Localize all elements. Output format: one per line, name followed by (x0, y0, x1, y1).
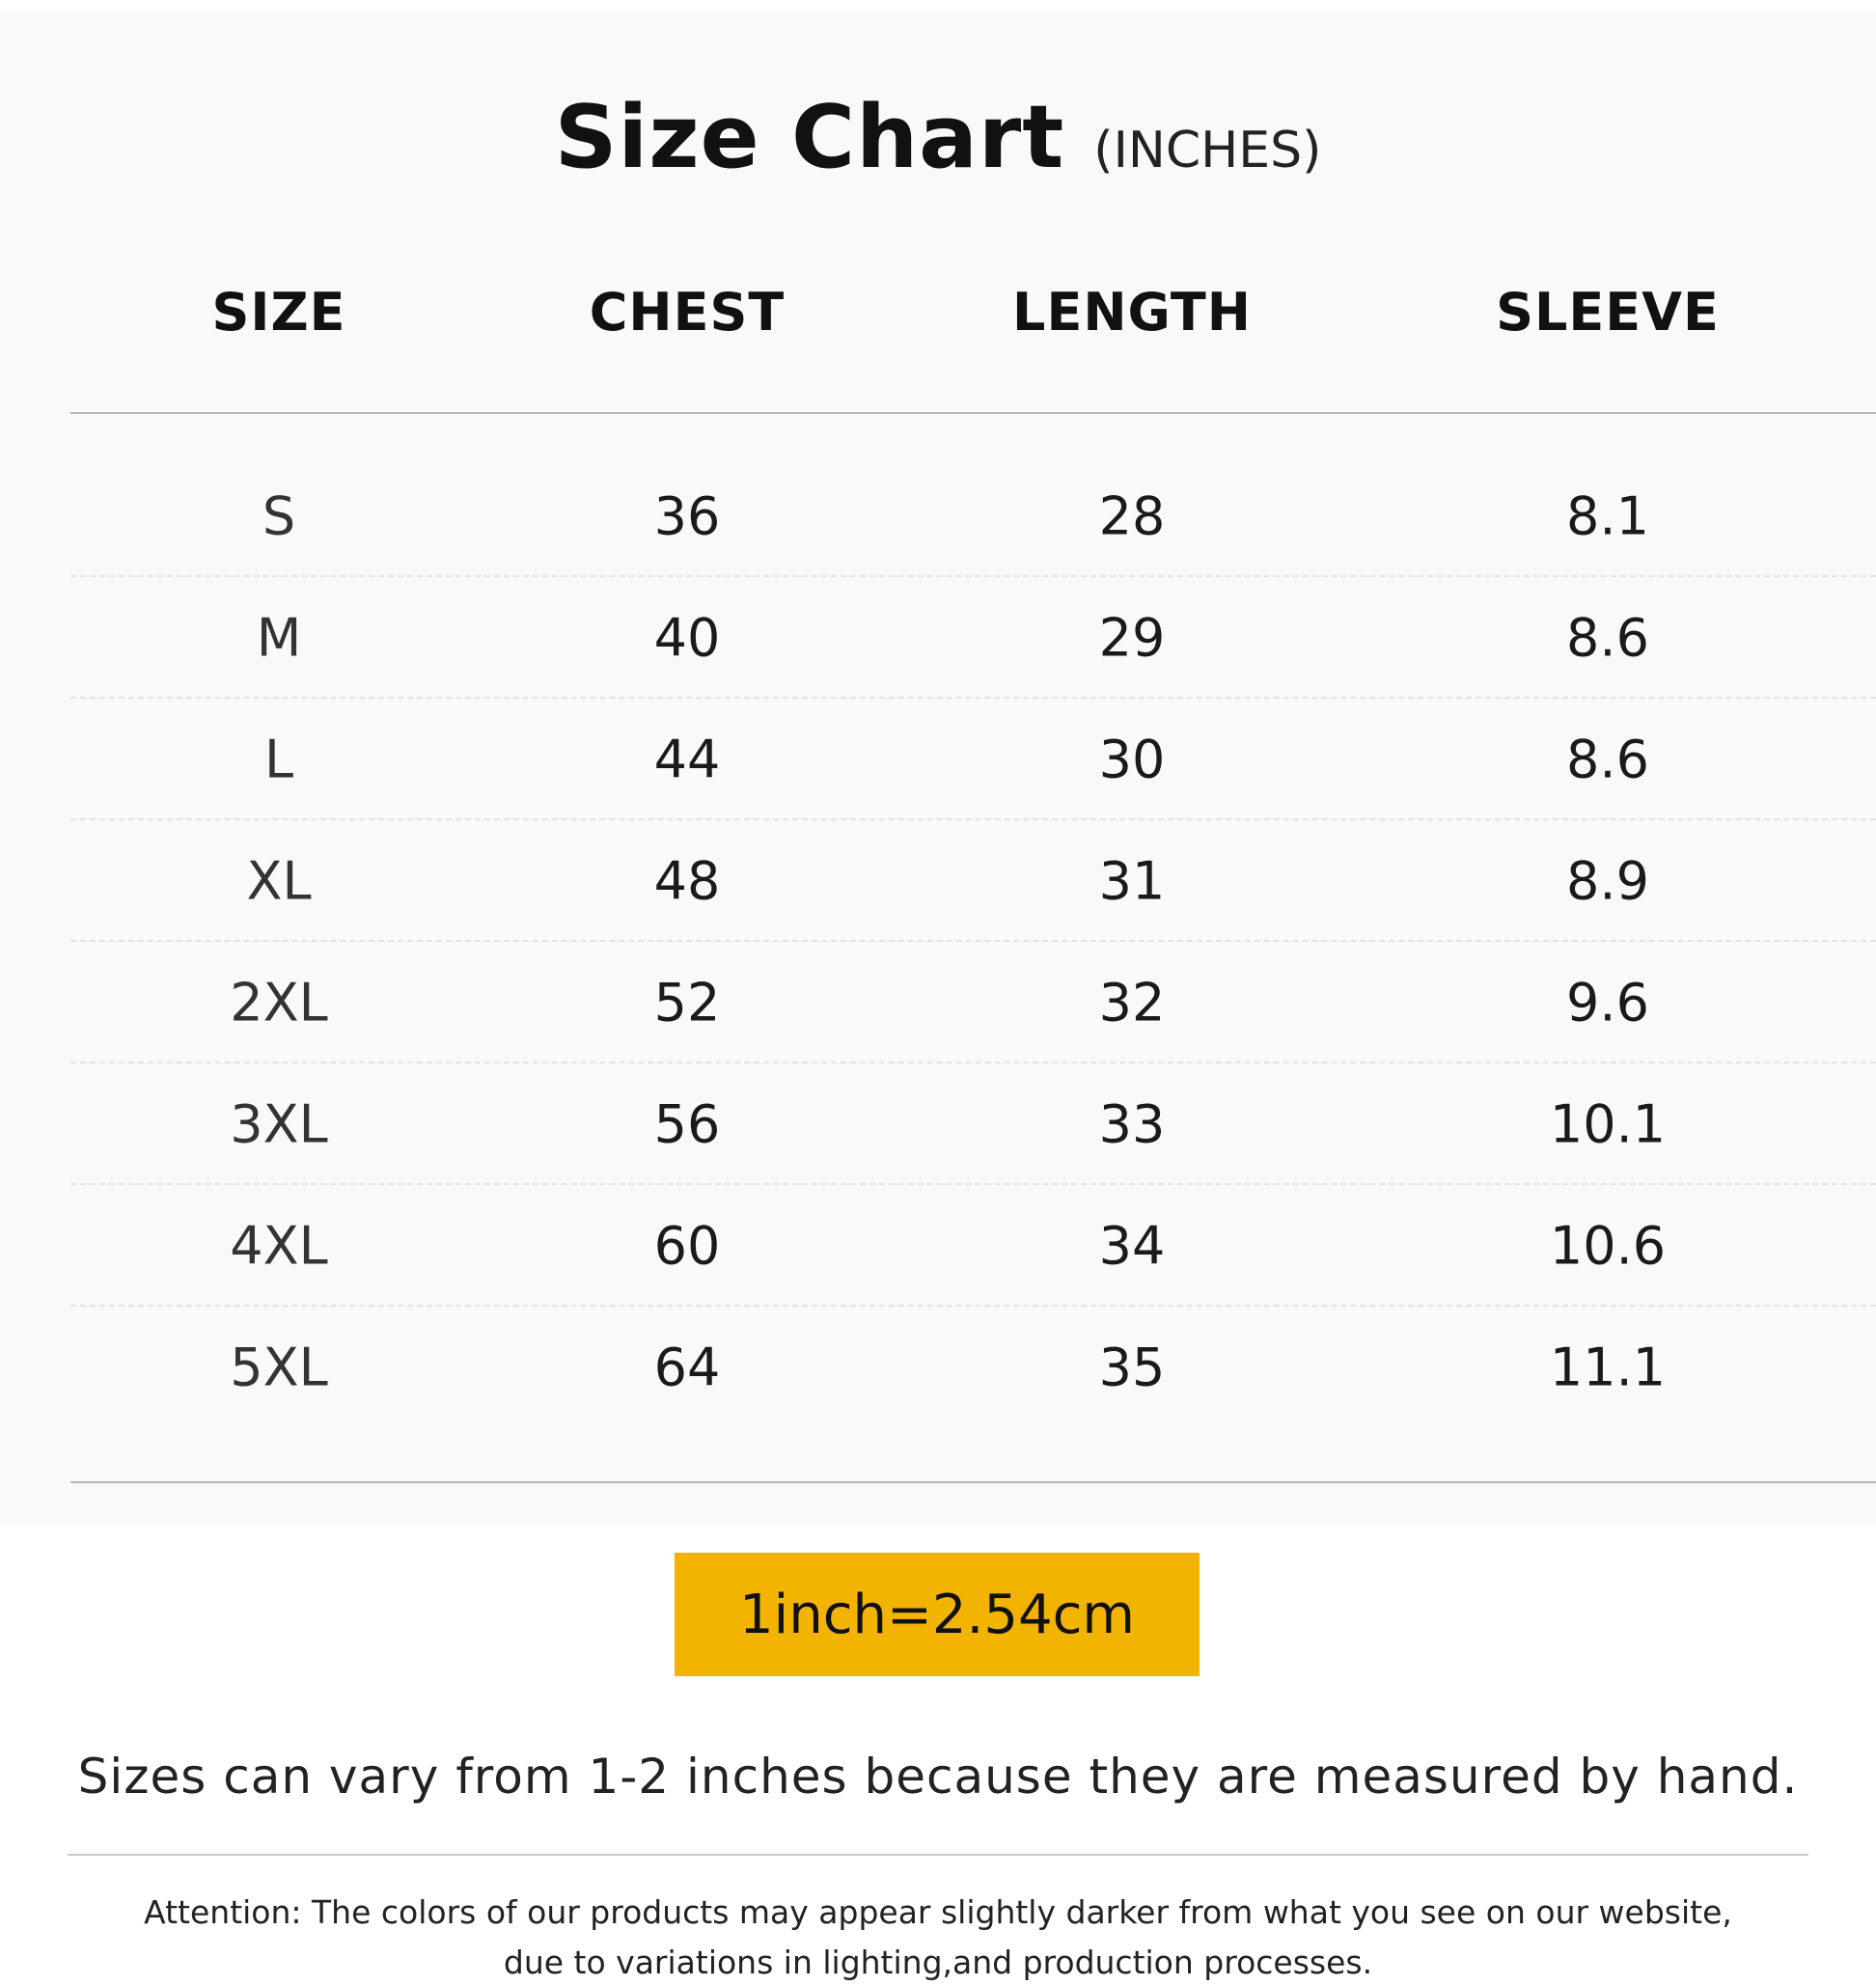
cell-chest: 44 (653, 729, 721, 790)
note-divider (68, 1854, 1808, 1856)
cell-size: 3XL (230, 1093, 328, 1155)
cell-length: 31 (1098, 850, 1166, 912)
table-row: XL 48 31 8.9 (0, 820, 1876, 942)
cell-chest: 52 (653, 972, 721, 1034)
cell-chest: 60 (653, 1215, 721, 1277)
table-row: S 36 28 8.1 (0, 455, 1876, 577)
header-divider (70, 412, 1876, 414)
header-sleeve: SLEEVE (1496, 282, 1720, 343)
attention-line-2: due to variations in lighting,and produc… (503, 1944, 1373, 1981)
row-divider (70, 1183, 1876, 1185)
cell-size: 2XL (230, 972, 328, 1034)
cell-chest: 36 (653, 485, 721, 547)
cell-size: L (263, 729, 294, 790)
cell-length: 32 (1098, 972, 1166, 1034)
cell-sleeve: 8.6 (1566, 729, 1649, 790)
title-main: Size Chart (554, 87, 1065, 188)
cell-length: 34 (1098, 1215, 1166, 1277)
header-length: LENGTH (1012, 282, 1252, 343)
cell-length: 29 (1098, 607, 1166, 669)
cell-sleeve: 10.1 (1549, 1093, 1667, 1155)
cell-sleeve: 8.9 (1566, 850, 1649, 912)
cell-length: 35 (1098, 1337, 1166, 1398)
row-divider (70, 1305, 1876, 1307)
title-unit: (INCHES) (1093, 122, 1322, 179)
cell-size: 5XL (230, 1337, 328, 1398)
cell-sleeve: 8.1 (1566, 485, 1649, 547)
row-divider (70, 697, 1876, 699)
cell-length: 30 (1098, 729, 1166, 790)
cell-size: 4XL (230, 1215, 328, 1277)
cell-chest: 48 (653, 850, 721, 912)
measurement-note: Sizes can vary from 1-2 inches because t… (77, 1749, 1799, 1805)
chart-title: Size Chart (INCHES) (0, 87, 1876, 188)
row-divider (70, 1062, 1876, 1063)
header-chest: CHEST (589, 282, 786, 343)
table-bottom-divider (70, 1481, 1876, 1483)
conversion-text: 1inch=2.54cm (739, 1583, 1135, 1646)
header-size: SIZE (211, 282, 346, 343)
cell-size: XL (246, 850, 312, 912)
cell-size: M (256, 607, 302, 669)
cell-chest: 40 (653, 607, 721, 669)
cell-chest: 56 (653, 1093, 721, 1155)
table-row: 3XL 56 33 10.1 (0, 1063, 1876, 1185)
cell-sleeve: 8.6 (1566, 607, 1649, 669)
table-row: 2XL 52 32 9.6 (0, 942, 1876, 1063)
row-divider (70, 818, 1876, 820)
cell-sleeve: 10.6 (1549, 1215, 1667, 1277)
cell-size: S (262, 485, 296, 547)
cell-sleeve: 11.1 (1549, 1337, 1667, 1398)
table-row: M 40 29 8.6 (0, 577, 1876, 699)
cell-chest: 64 (653, 1337, 721, 1398)
table-row: L 44 30 8.6 (0, 699, 1876, 820)
attention-line-1: Attention: The colors of our products ma… (144, 1893, 1732, 1931)
row-divider (70, 940, 1876, 942)
table-row: 4XL 60 34 10.6 (0, 1185, 1876, 1307)
size-chart-panel (0, 10, 1876, 1526)
cell-length: 28 (1098, 485, 1166, 547)
table-row: 5XL 64 35 11.1 (0, 1307, 1876, 1428)
conversion-badge: 1inch=2.54cm (675, 1553, 1200, 1676)
row-divider (70, 575, 1876, 577)
cell-sleeve: 9.6 (1566, 972, 1649, 1034)
cell-length: 33 (1098, 1093, 1166, 1155)
